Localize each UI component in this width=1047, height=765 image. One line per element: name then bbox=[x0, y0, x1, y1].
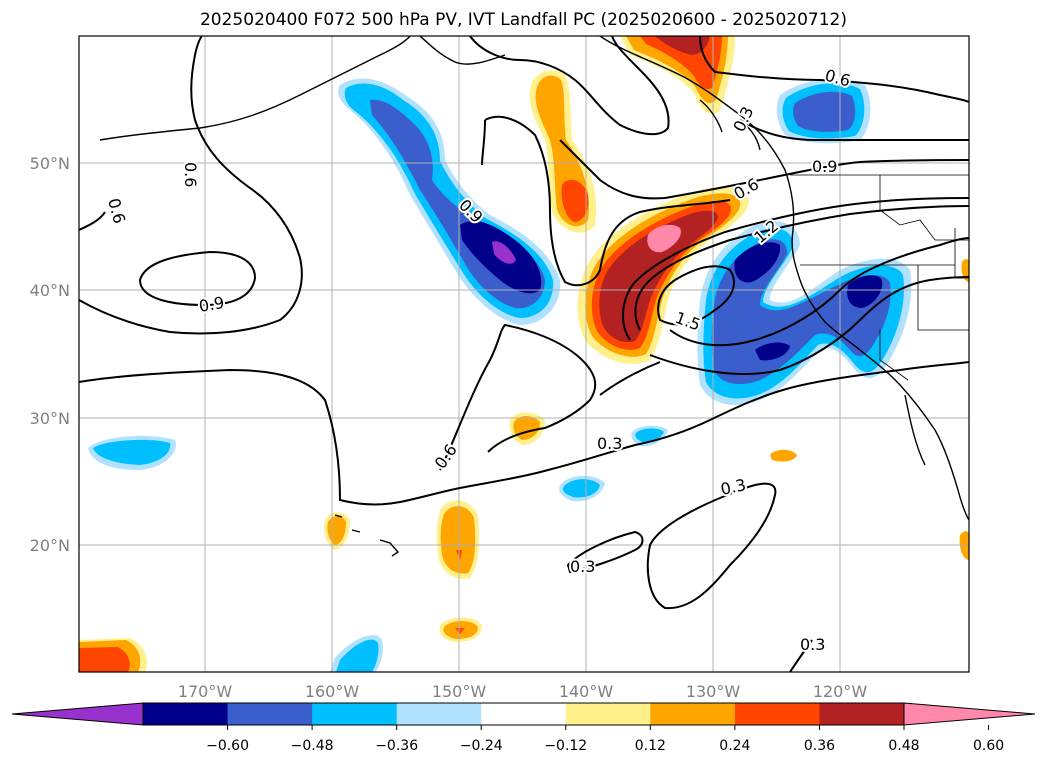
colorbar-extend-min bbox=[11, 702, 144, 726]
latitude-labels: 50°N 40°N 30°N 20°N bbox=[30, 154, 70, 555]
contour-1.5 bbox=[634, 205, 969, 331]
colorbar-tick-label: 0.48 bbox=[888, 738, 919, 754]
colorbar-extend-max bbox=[903, 702, 1036, 726]
colorbar bbox=[11, 702, 1036, 726]
contour-0.3-north bbox=[469, 36, 670, 136]
contour-0.9-se bbox=[649, 276, 969, 375]
contour-0.9-north bbox=[559, 139, 969, 200]
coastlines bbox=[99, 36, 969, 557]
lat-label-20n: 20°N bbox=[30, 536, 70, 555]
colorbar-segment bbox=[143, 703, 229, 725]
contour-0.6-west bbox=[79, 36, 303, 335]
lat-label-40n: 40°N bbox=[30, 281, 70, 300]
contour-label: 0.9 bbox=[197, 293, 225, 316]
colorbar-tick-labels: −0.60 −0.48 −0.36 −0.24 −0.12 0.12 0.24 0.36 0.4… bbox=[206, 725, 1004, 754]
contour-1.2-se bbox=[669, 237, 969, 347]
lon-label-140w: 140°W bbox=[559, 682, 614, 701]
contour-1.5-inner bbox=[657, 265, 735, 326]
colorbar-tick-label: −0.36 bbox=[375, 738, 418, 754]
contour-0.3-south-loop bbox=[566, 530, 644, 574]
colorbar-segment bbox=[734, 703, 820, 725]
contour-0.3-ridge-south bbox=[599, 361, 661, 396]
contour-0.6-east bbox=[739, 119, 969, 142]
colorbar-segment bbox=[481, 703, 567, 725]
lon-label-170w: 170°W bbox=[178, 682, 233, 701]
contour-0.6-north bbox=[481, 119, 486, 166]
ivt-contours bbox=[79, 36, 969, 672]
lat-label-30n: 30°N bbox=[30, 409, 70, 428]
colorbar-tick-label: −0.24 bbox=[460, 738, 503, 754]
lon-label-150w: 150°W bbox=[432, 682, 487, 701]
colorbar-tick-label: −0.48 bbox=[291, 738, 334, 754]
longitude-labels: 170°W 160°W 150°W 140°W 130°W 120°W bbox=[178, 682, 868, 701]
contour-0.3-center bbox=[484, 115, 731, 287]
contour-0.3-se-corner bbox=[789, 639, 813, 672]
contour-label: 0.3 bbox=[800, 635, 825, 654]
contour-label: 0.3 bbox=[570, 557, 595, 576]
lat-lon-grid bbox=[79, 36, 969, 672]
colorbar-tick-label: 0.60 bbox=[973, 738, 1004, 754]
colorbar-segment bbox=[396, 703, 482, 725]
contour-1.2 bbox=[622, 197, 969, 341]
colorbar-tick-label: 0.36 bbox=[804, 738, 835, 754]
contour-0.6-ne bbox=[699, 36, 969, 103]
map-area: 0.3 0.3 0.3 0.3 0.3 0.6 0.6 0.6 0.6 0.6 … bbox=[79, 36, 969, 672]
contour-0.6-nw bbox=[79, 211, 106, 231]
lon-label-120w: 120°W bbox=[813, 682, 868, 701]
map-title: 2025020400 F072 500 hPa PV, IVT Landfall… bbox=[199, 10, 847, 30]
lat-label-50n: 50°N bbox=[30, 154, 70, 173]
colorbar-tick-label: 0.12 bbox=[635, 738, 666, 754]
colorbar-segment bbox=[650, 703, 736, 725]
negative-anomaly-shading bbox=[88, 78, 912, 672]
colorbar-segment bbox=[565, 703, 651, 725]
colorbar-tick-label: −0.60 bbox=[206, 738, 249, 754]
contour-label: 0.6 bbox=[181, 162, 200, 187]
contour-0.6-south bbox=[439, 323, 597, 471]
colorbar-segment bbox=[819, 703, 905, 725]
contour-0.3-sw bbox=[79, 361, 969, 506]
colorbar-segment bbox=[312, 703, 398, 725]
lon-label-160w: 160°W bbox=[305, 682, 360, 701]
map-frame bbox=[78, 35, 970, 673]
contour-0.9-west bbox=[138, 250, 257, 307]
colorbar-frame bbox=[142, 702, 905, 726]
colorbar-segment bbox=[227, 703, 313, 725]
colorbar-tick-label: 0.24 bbox=[719, 738, 750, 754]
contour-label: 0.9 bbox=[812, 157, 837, 176]
colorbar-tick-label: −0.12 bbox=[544, 738, 587, 754]
contour-0.3-east-loop bbox=[646, 482, 777, 610]
contour-label: 0.3 bbox=[597, 434, 622, 453]
lon-label-130w: 130°W bbox=[686, 682, 741, 701]
